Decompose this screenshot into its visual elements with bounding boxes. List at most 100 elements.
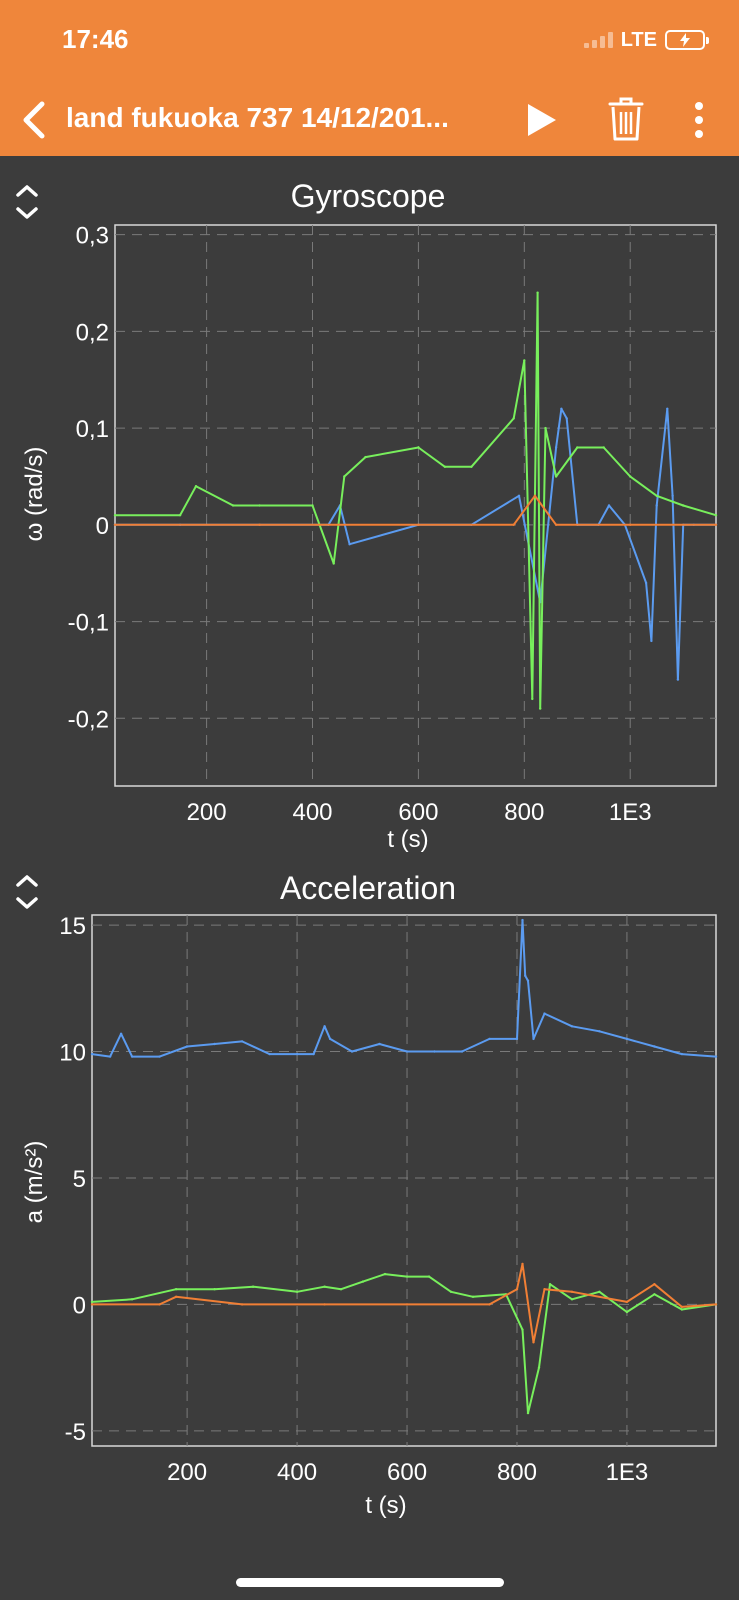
- data-point: [383, 1272, 387, 1276]
- y-tick-label: 0: [73, 1292, 86, 1319]
- data-point: [417, 446, 420, 449]
- x-tick-label: 400: [292, 799, 332, 826]
- data-point: [655, 504, 658, 507]
- expand-collapse-icon: [16, 185, 38, 219]
- play-icon: [528, 104, 556, 136]
- data-point: [512, 417, 515, 420]
- series-line-3: [92, 1262, 717, 1344]
- data-point: [544, 426, 547, 430]
- data-point: [323, 1285, 326, 1288]
- data-point: [108, 1055, 112, 1058]
- more-button[interactable]: [684, 96, 714, 144]
- data-point: [526, 1411, 530, 1415]
- status-indicators: LTE: [583, 28, 709, 52]
- y-tick-label: 0,1: [76, 416, 109, 443]
- data-point: [602, 446, 605, 449]
- data-point: [531, 697, 534, 701]
- data-point: [119, 1032, 123, 1036]
- more-vertical-icon: [695, 102, 703, 138]
- data-point: [714, 523, 718, 526]
- data-point: [515, 1288, 519, 1291]
- data-point: [178, 514, 182, 517]
- battery-charging-icon: [665, 30, 709, 50]
- series-line-2: [91, 1273, 717, 1415]
- x-tick-label: 600: [398, 799, 438, 826]
- data-point: [512, 523, 515, 526]
- data-point: [517, 494, 521, 497]
- data-point: [443, 465, 447, 468]
- data-point: [343, 475, 346, 478]
- play-button[interactable]: [520, 98, 564, 142]
- data-point: [680, 1308, 684, 1311]
- data-point: [174, 1288, 178, 1291]
- data-point: [323, 1025, 326, 1028]
- network-label: LTE: [620, 28, 657, 51]
- y-tick-label: 5: [73, 1166, 86, 1193]
- data-point: [543, 1288, 546, 1291]
- data-point: [332, 562, 335, 565]
- data-point: [295, 1052, 299, 1056]
- data-point: [339, 1288, 343, 1291]
- data-point: [607, 504, 611, 507]
- data-point: [537, 1366, 541, 1369]
- data-point: [433, 1050, 436, 1053]
- data-point: [554, 475, 558, 478]
- data-point: [671, 494, 674, 497]
- y-tick-label: 10: [59, 1040, 86, 1067]
- collapse-toggle-gyroscope[interactable]: [14, 182, 40, 222]
- y-tick-label: 15: [59, 913, 86, 940]
- data-point: [576, 446, 579, 449]
- data-point: [405, 1303, 409, 1306]
- data-point: [714, 1303, 718, 1306]
- y-tick-label: 0: [96, 513, 109, 540]
- data-point: [653, 1283, 656, 1286]
- data-point: [311, 504, 314, 507]
- data-point: [348, 543, 351, 546]
- data-point: [405, 1050, 409, 1053]
- data-point: [629, 475, 632, 478]
- app-header: 17:46 LTE land fukuoka 737 14/12/201...: [0, 0, 739, 156]
- data-point: [680, 1052, 684, 1056]
- data-point: [714, 514, 718, 517]
- data-point: [521, 1262, 524, 1266]
- data-point: [625, 1037, 629, 1041]
- x-axis-label-gyroscope: t (s): [387, 826, 429, 853]
- collapse-toggle-acceleration[interactable]: [14, 872, 40, 912]
- data-point: [378, 1042, 381, 1046]
- data-point: [565, 417, 568, 420]
- data-point: [158, 1055, 161, 1058]
- data-point: [532, 1037, 535, 1041]
- signal-bars-icon: [583, 32, 613, 48]
- data-point: [488, 1037, 491, 1041]
- y-tick-label: 0,2: [76, 319, 109, 346]
- x-tick-label: 200: [167, 1459, 207, 1486]
- x-tick-label: 1E3: [606, 1459, 649, 1486]
- data-point: [90, 1052, 94, 1056]
- data-point: [470, 465, 473, 468]
- home-indicator[interactable]: [236, 1578, 504, 1587]
- data-point: [666, 407, 669, 410]
- data-point: [213, 1042, 216, 1046]
- delete-button[interactable]: [604, 94, 648, 144]
- data-point: [240, 1303, 244, 1306]
- page-title: land fukuoka 737 14/12/201...: [66, 102, 449, 133]
- data-point: [449, 1290, 453, 1294]
- data-point: [130, 1055, 134, 1058]
- data-point: [405, 1275, 409, 1278]
- data-point: [629, 523, 632, 526]
- back-button[interactable]: [16, 98, 56, 142]
- x-axis-label-acceleration: t (s): [365, 1492, 407, 1519]
- data-point: [258, 504, 261, 507]
- data-point: [130, 1298, 134, 1301]
- x-tick-label: 600: [387, 1459, 427, 1486]
- data-point: [570, 1290, 574, 1294]
- data-point: [185, 1045, 189, 1048]
- data-point: [460, 1050, 464, 1053]
- data-point: [90, 1300, 94, 1304]
- plot-frame: [114, 224, 717, 787]
- data-point: [625, 1300, 629, 1304]
- x-tick-label: 800: [497, 1459, 537, 1486]
- x-tick-label: 400: [277, 1459, 317, 1486]
